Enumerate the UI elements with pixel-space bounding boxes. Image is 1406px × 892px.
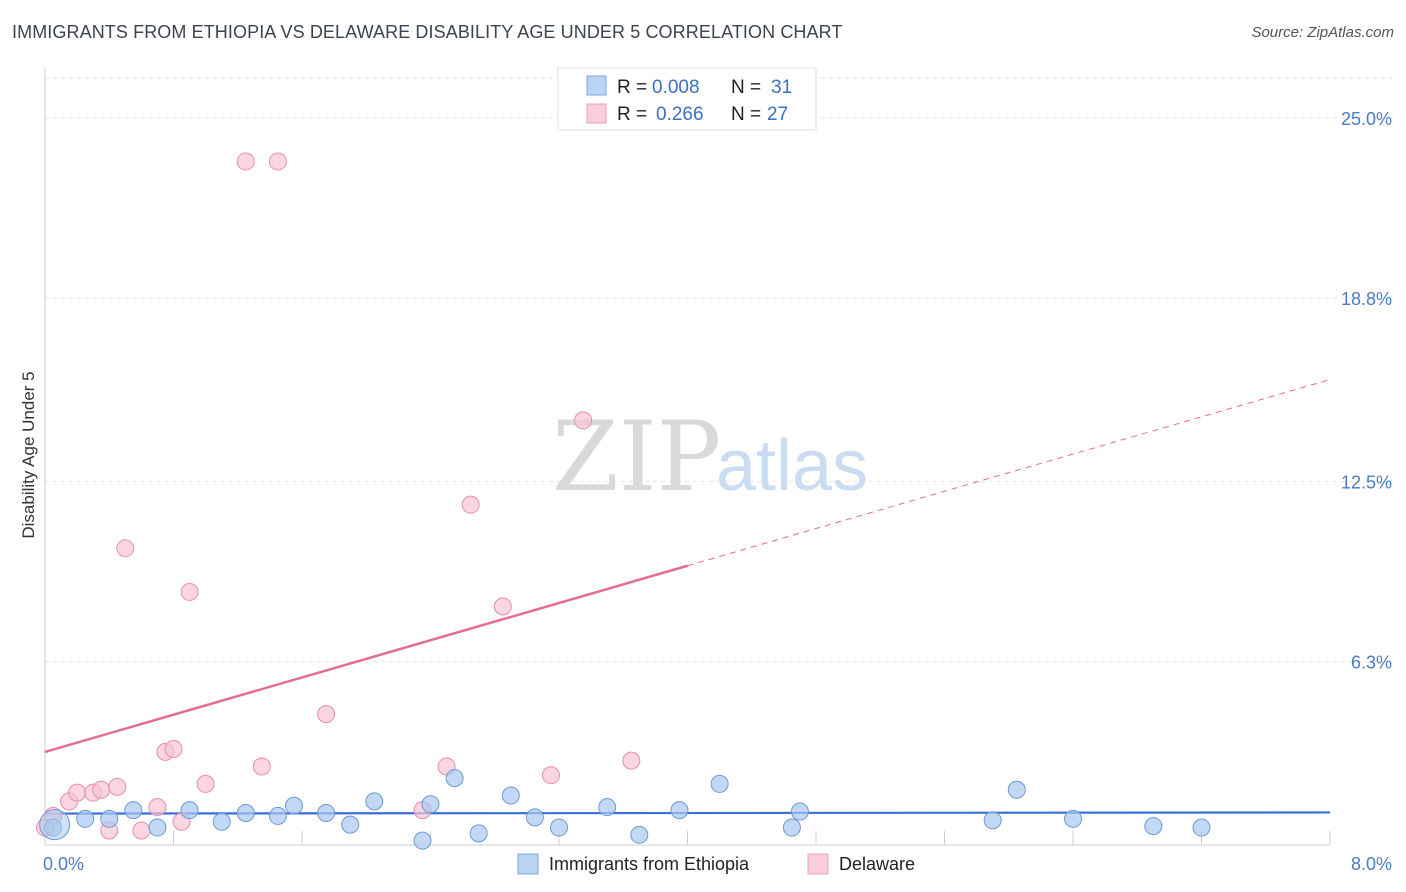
legend-swatch-ethiopia xyxy=(517,853,539,875)
point-delaware-12 xyxy=(164,740,183,759)
legend-label-ethiopia: Immigrants from Ethiopia xyxy=(549,854,750,874)
y-tick-label: 25.0% xyxy=(1341,109,1392,129)
y-tick-label: 12.5% xyxy=(1341,472,1392,492)
point-ethiopia-4 xyxy=(148,818,167,837)
x-tick-label: 0.0% xyxy=(43,854,84,874)
point-ethiopia-26 xyxy=(983,811,1002,830)
point-delaware-10 xyxy=(148,798,167,817)
y-axis-label: Disability Age Under 5 xyxy=(19,371,38,538)
point-ethiopia-19 xyxy=(550,818,568,837)
trend-line-dashed-1 xyxy=(687,379,1331,567)
y-tick-label: 6.3% xyxy=(1351,653,1392,673)
point-delaware-22 xyxy=(461,495,480,514)
point-ethiopia-30 xyxy=(1192,818,1211,837)
point-delaware-7 xyxy=(108,777,127,796)
stats-r-value-ethiopia: 0.008 xyxy=(652,77,700,98)
series-legend: Immigrants from Ethiopia Delaware xyxy=(517,853,915,875)
point-ethiopia-9 xyxy=(284,796,303,815)
point-ethiopia-8 xyxy=(268,806,287,825)
stats-n-value-delaware: 27 xyxy=(767,104,788,125)
point-ethiopia-2 xyxy=(100,809,119,828)
point-ethiopia-13 xyxy=(413,831,432,850)
point-delaware-15 xyxy=(196,774,215,793)
point-ethiopia-28 xyxy=(1064,809,1082,828)
point-ethiopia-21 xyxy=(630,825,649,844)
x-tick-label: 8.0% xyxy=(1351,854,1392,874)
point-ethiopia-1 xyxy=(76,809,95,828)
stats-n-value-ethiopia: 31 xyxy=(771,77,792,98)
stats-n-label-ethiopia: N = xyxy=(731,77,761,98)
legend-swatch-delaware xyxy=(807,853,829,875)
point-delaware-19 xyxy=(317,705,336,724)
point-ethiopia-25 xyxy=(790,802,809,821)
point-ethiopia-cluster xyxy=(39,809,71,841)
point-delaware-14 xyxy=(180,582,199,601)
point-ethiopia-7 xyxy=(236,804,255,823)
point-ethiopia-20 xyxy=(598,798,617,817)
tick-labels: 6.3% 12.5% 18.8% 25.0% 0.0% 8.0% xyxy=(43,109,1392,874)
point-ethiopia-12 xyxy=(365,792,384,811)
point-ethiopia-22 xyxy=(670,801,689,820)
legend-label-delaware: Delaware xyxy=(839,854,915,874)
point-delaware-9 xyxy=(132,821,151,840)
watermark: ZIP atlas xyxy=(552,401,868,513)
point-ethiopia-16 xyxy=(469,824,488,843)
stats-legend: R = 0.008 N = 31 R = 0.266 N = 27 xyxy=(557,67,817,131)
point-ethiopia-3 xyxy=(124,801,143,820)
point-delaware-23 xyxy=(493,597,512,616)
point-ethiopia-17 xyxy=(501,786,520,805)
watermark-atlas: atlas xyxy=(716,426,868,506)
point-ethiopia-10 xyxy=(317,804,336,823)
point-delaware-8 xyxy=(116,539,135,558)
trend-line-solid-1 xyxy=(44,564,688,754)
point-ethiopia-6 xyxy=(212,812,231,831)
point-delaware-16 xyxy=(236,152,255,171)
data-points xyxy=(36,152,1211,850)
point-delaware-17 xyxy=(252,757,271,776)
y-tick-label: 18.8% xyxy=(1341,289,1392,309)
stats-n-label-delaware: N = xyxy=(731,104,761,125)
point-ethiopia-5 xyxy=(180,801,199,820)
point-delaware-24 xyxy=(541,766,560,785)
stats-r-value-delaware: 0.266 xyxy=(656,104,704,125)
point-ethiopia-23 xyxy=(710,774,729,793)
point-ethiopia-18 xyxy=(525,808,544,827)
point-delaware-3 xyxy=(68,783,87,802)
point-ethiopia-24 xyxy=(782,818,801,837)
source-label: Source: ZipAtlas.com xyxy=(1251,24,1394,41)
stats-swatch-ethiopia xyxy=(586,75,607,96)
point-ethiopia-27 xyxy=(1007,780,1026,799)
axes xyxy=(44,68,1331,846)
point-ethiopia-15 xyxy=(445,769,464,788)
stats-r-label-ethiopia: R = xyxy=(617,77,647,98)
chart-title: IMMIGRANTS FROM ETHIOPIA VS DELAWARE DIS… xyxy=(12,22,843,42)
point-delaware-5 xyxy=(92,780,111,799)
point-delaware-25 xyxy=(574,411,593,430)
point-ethiopia-11 xyxy=(341,815,360,834)
stats-r-label-delaware: R = xyxy=(617,104,647,125)
point-ethiopia-29 xyxy=(1144,817,1163,836)
stats-swatch-delaware xyxy=(586,103,607,124)
point-delaware-18 xyxy=(268,152,287,171)
point-delaware-26 xyxy=(622,751,641,770)
point-ethiopia-14 xyxy=(421,795,440,814)
